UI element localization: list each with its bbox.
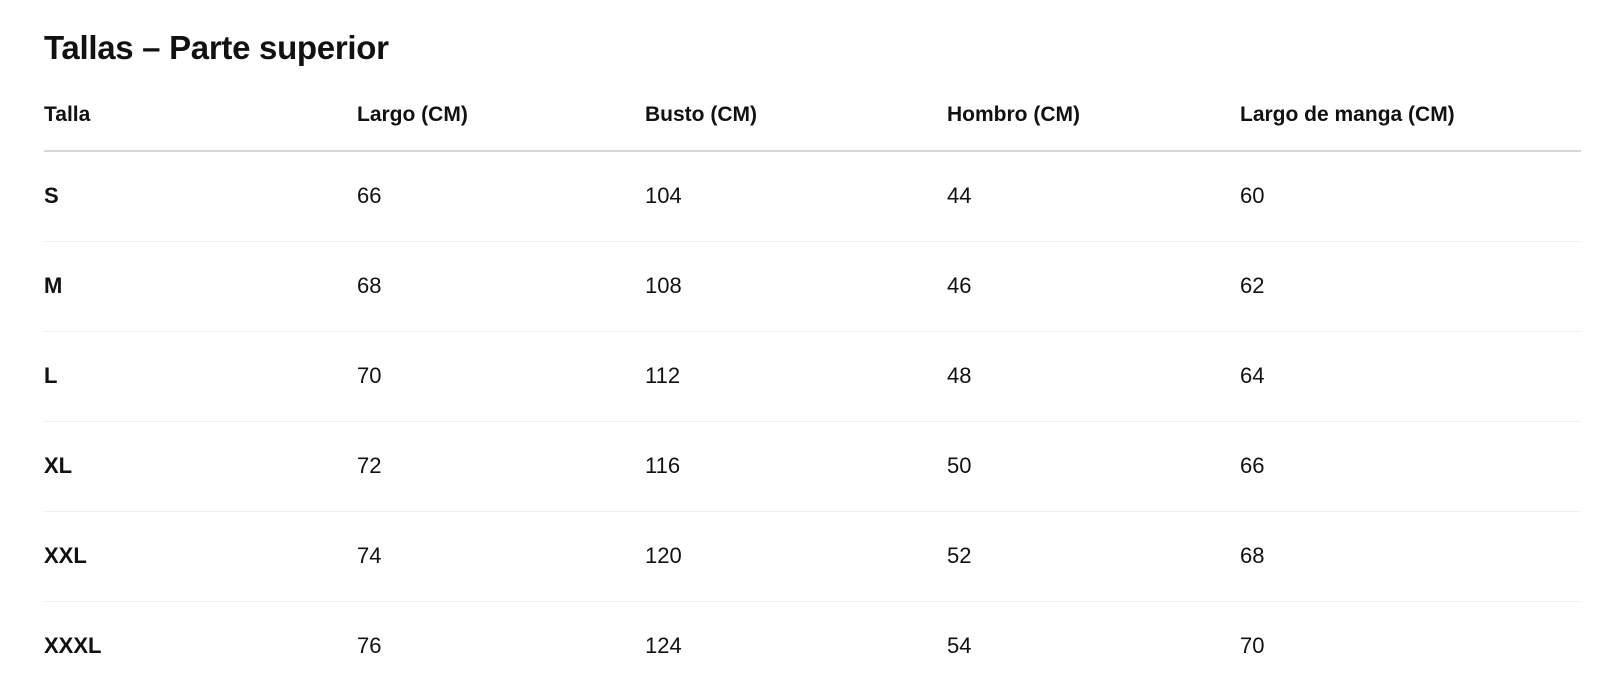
table-row: XXL 74 120 52 68 (44, 511, 1581, 602)
column-header-largo: Largo (CM) (357, 102, 645, 152)
busto-cell: 124 (645, 633, 682, 659)
hombro-cell: 50 (947, 421, 1240, 512)
hombro-cell: 54 (947, 633, 972, 659)
size-cell: S (44, 151, 357, 242)
manga-cell: 70 (1240, 633, 1265, 659)
table-row: S 66 104 44 60 (44, 151, 1581, 242)
size-table-body: S 66 104 44 60 M 68 108 46 62 L 70 112 4… (44, 151, 1581, 691)
busto-cell: 116 (645, 421, 947, 512)
busto-cell: 108 (645, 241, 947, 332)
manga-cell: 60 (1240, 151, 1581, 242)
column-header-hombro: Hombro (CM) (947, 102, 1240, 152)
size-cell: L (44, 331, 357, 422)
size-cell: XXL (44, 511, 357, 602)
size-table-header: Talla Largo (CM) Busto (CM) Hombro (CM) … (44, 102, 1581, 152)
largo-cell: 76 (357, 633, 382, 659)
hombro-cell: 48 (947, 331, 1240, 422)
table-row: XL 72 116 50 66 (44, 421, 1581, 512)
hombro-cell: 44 (947, 151, 1240, 242)
manga-cell: 64 (1240, 331, 1581, 422)
busto-cell: 112 (645, 331, 947, 422)
size-cell: XL (44, 421, 357, 512)
hombro-cell: 52 (947, 511, 1240, 602)
manga-cell: 68 (1240, 511, 1581, 602)
busto-cell: 120 (645, 511, 947, 602)
largo-cell: 68 (357, 241, 645, 332)
column-header-busto: Busto (CM) (645, 102, 947, 152)
table-row: L 70 112 48 64 (44, 331, 1581, 422)
manga-cell: 62 (1240, 241, 1581, 332)
column-header-talla: Talla (44, 102, 357, 152)
page-title: Tallas – Parte superior (44, 29, 389, 66)
manga-cell: 66 (1240, 421, 1581, 512)
size-cell: XXXL (44, 633, 102, 659)
size-cell: M (44, 241, 357, 332)
busto-cell: 104 (645, 151, 947, 242)
hombro-cell: 46 (947, 241, 1240, 332)
table-row: M 68 108 46 62 (44, 241, 1581, 332)
largo-cell: 70 (357, 331, 645, 422)
size-table: Talla Largo (CM) Busto (CM) Hombro (CM) … (44, 102, 1581, 691)
header-row: Talla Largo (CM) Busto (CM) Hombro (CM) … (44, 102, 1581, 152)
largo-cell: 66 (357, 151, 645, 242)
table-row: XXXL 76 124 54 70 (44, 601, 1581, 691)
largo-cell: 72 (357, 421, 645, 512)
largo-cell: 74 (357, 511, 645, 602)
column-header-largo-de-manga: Largo de manga (CM) (1240, 102, 1581, 152)
